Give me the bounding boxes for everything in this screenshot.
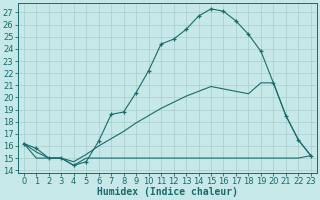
X-axis label: Humidex (Indice chaleur): Humidex (Indice chaleur) [97, 187, 238, 197]
